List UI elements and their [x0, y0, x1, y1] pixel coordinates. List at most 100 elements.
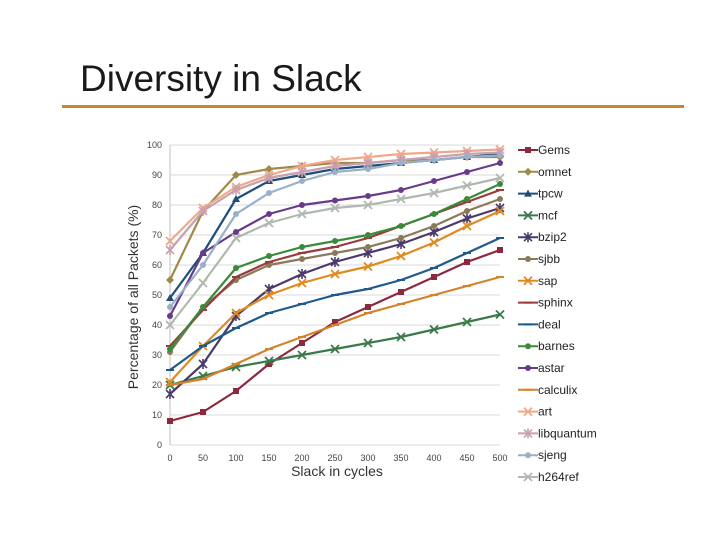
data-point	[165, 389, 175, 399]
data-point	[497, 152, 503, 159]
data-point	[365, 244, 371, 250]
x-tick-label: 450	[459, 453, 474, 463]
data-point	[365, 232, 371, 238]
series-line	[169, 206, 501, 395]
data-point	[233, 229, 239, 235]
legend-label: sphinx	[538, 296, 573, 310]
data-point	[497, 247, 503, 253]
data-point	[396, 332, 406, 342]
legend-label: mcf	[538, 208, 558, 222]
data-point	[299, 244, 305, 250]
y-tick-label: 70	[152, 230, 162, 240]
data-point	[330, 269, 340, 279]
data-point	[431, 223, 437, 229]
data-point	[166, 294, 174, 301]
data-point	[232, 171, 240, 179]
data-point	[495, 309, 505, 320]
data-point	[431, 178, 437, 184]
data-point	[363, 200, 373, 210]
y-tick-label: 10	[152, 410, 162, 420]
y-tick-label: 0	[157, 440, 162, 450]
data-point	[198, 206, 208, 216]
data-point	[398, 160, 404, 166]
data-point	[398, 187, 404, 193]
data-point	[431, 274, 437, 280]
legend-marker	[523, 232, 533, 243]
data-point	[165, 236, 175, 246]
data-point	[495, 173, 505, 183]
series-line	[169, 248, 501, 423]
x-tick-label: 250	[327, 453, 342, 463]
series-bzip2	[165, 203, 505, 399]
x-tick-label: 200	[294, 453, 309, 463]
y-tick-label: 30	[152, 350, 162, 360]
legend-marker	[525, 365, 531, 371]
legend-marker	[525, 256, 531, 262]
x-tick-label: 350	[393, 453, 408, 463]
legend-item: barnes	[518, 339, 575, 353]
data-point	[233, 388, 239, 394]
data-point	[231, 233, 241, 243]
title-divider	[62, 105, 684, 108]
data-point	[266, 190, 272, 196]
data-point	[297, 278, 307, 288]
data-point	[462, 221, 472, 231]
legend-label: sjeng	[538, 448, 567, 462]
data-point	[332, 238, 338, 244]
legend-marker	[523, 406, 533, 417]
data-point	[431, 211, 437, 217]
data-point	[365, 166, 371, 172]
legend-item: calculix	[518, 383, 577, 397]
data-point	[200, 409, 206, 415]
data-point	[231, 185, 241, 195]
data-point	[167, 304, 173, 310]
legend-marker	[525, 452, 531, 459]
legend-item: sjbb	[518, 252, 560, 266]
y-tick-label: 20	[152, 380, 162, 390]
data-point	[299, 178, 305, 184]
x-tick-label: 0	[167, 453, 172, 463]
data-point	[264, 290, 274, 300]
legend-item: astar	[518, 361, 565, 375]
data-point	[330, 344, 340, 354]
series-gems	[167, 247, 503, 424]
data-point	[266, 211, 272, 217]
series-h264ref	[165, 173, 505, 330]
y-tick-label: 40	[152, 320, 162, 330]
legend-label: tpcw	[538, 187, 563, 201]
data-point	[462, 213, 472, 224]
legend-item: mcf	[518, 208, 558, 222]
data-point	[396, 251, 406, 261]
data-point	[200, 250, 206, 256]
legend: Gems omnet tpcw mcf bzip2 sjbb sap sphinx deal ba…	[518, 143, 597, 484]
data-point	[265, 165, 273, 173]
y-tick-label: 100	[147, 140, 162, 150]
legend-marker	[525, 147, 531, 153]
y-tick-label: 90	[152, 170, 162, 180]
data-point	[497, 181, 503, 187]
legend-item: libquantum	[518, 426, 597, 440]
legend-label: deal	[538, 317, 561, 331]
x-tick-label: 100	[228, 453, 243, 463]
data-point	[464, 169, 470, 175]
data-point	[330, 203, 340, 213]
data-point	[299, 340, 305, 346]
data-point	[398, 289, 404, 295]
data-point	[232, 195, 240, 202]
axes: 0 10 20 30 40 50 60 70 80 90 100 0 50 100 150 200 250 300…	[147, 140, 508, 463]
data-point	[266, 253, 272, 259]
series-line	[169, 209, 501, 383]
data-point	[198, 359, 208, 369]
data-point	[462, 180, 472, 191]
x-tick-label: 50	[198, 453, 208, 463]
data-point	[332, 319, 338, 325]
data-point	[297, 269, 307, 279]
legend-marker	[524, 189, 532, 197]
legend-item: art	[518, 405, 553, 419]
data-point	[464, 208, 470, 214]
legend-item: sphinx	[518, 296, 573, 310]
data-point	[462, 317, 472, 327]
legend-marker	[523, 472, 533, 482]
data-point	[165, 245, 175, 255]
